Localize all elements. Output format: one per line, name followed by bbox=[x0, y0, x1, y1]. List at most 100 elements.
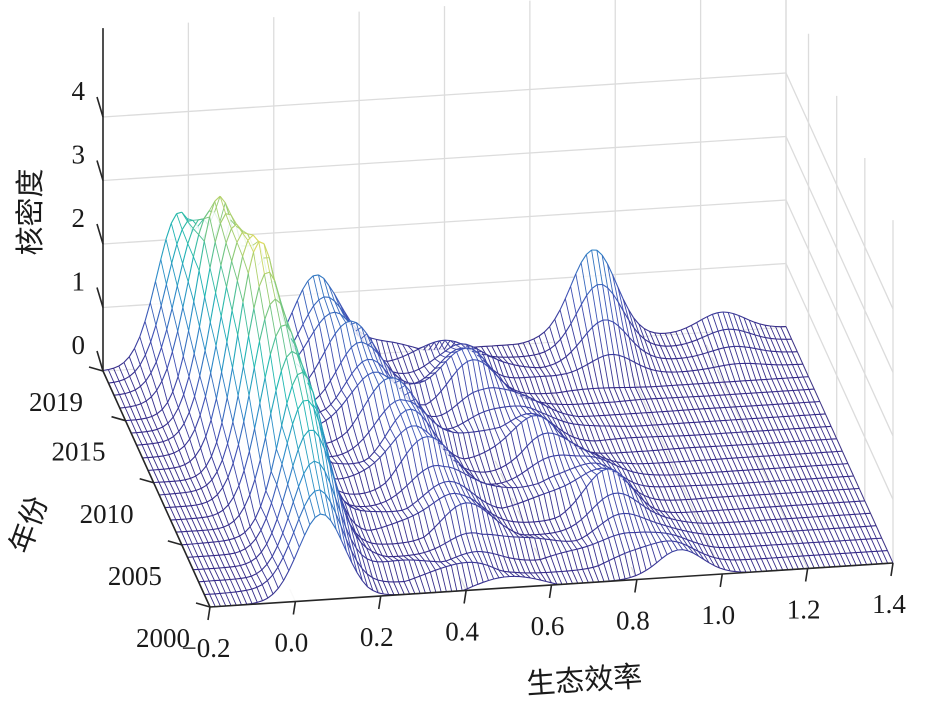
mesh-col-2008-100 bbox=[684, 461, 691, 474]
mesh-col-2005-54 bbox=[459, 484, 466, 497]
mesh-col-2007-82 bbox=[595, 457, 602, 465]
mesh-col-2012-81 bbox=[562, 412, 569, 424]
mesh-row-2017-57 bbox=[413, 368, 420, 373]
mesh-col-2003-124 bbox=[838, 515, 846, 528]
mesh-col-2006-99 bbox=[690, 485, 697, 500]
mesh-row-2017-13 bbox=[182, 243, 189, 264]
mesh-col-2014-127 bbox=[792, 377, 799, 391]
mesh-row-2007-57 bbox=[469, 476, 476, 480]
mesh-row-2006-57 bbox=[475, 495, 482, 500]
mesh-col-2001-7 bbox=[235, 578, 242, 592]
mesh-col-2016-111 bbox=[696, 355, 704, 370]
mesh-col-2005-122 bbox=[816, 491, 824, 504]
mesh-col-2012-100 bbox=[661, 411, 669, 425]
mesh-col-2007-17 bbox=[253, 367, 261, 404]
mesh-col-2005-104 bbox=[722, 496, 729, 510]
mesh-row-2013-40 bbox=[346, 391, 353, 400]
mesh-col-2006-49 bbox=[427, 467, 435, 488]
mesh-col-2014-1 bbox=[130, 420, 137, 433]
mesh-col-2013-57 bbox=[430, 401, 437, 417]
mesh-row-2012-3 bbox=[158, 455, 164, 458]
mesh-col-2017-86 bbox=[560, 339, 567, 357]
mesh-row-2017-68 bbox=[471, 345, 478, 350]
mesh-row-2014-79 bbox=[546, 402, 552, 405]
mesh-col-2010-108 bbox=[715, 433, 722, 447]
mesh-col-2013-4 bbox=[151, 430, 159, 443]
mesh-col-2012-99 bbox=[656, 411, 664, 425]
mesh-col-2013-94 bbox=[624, 400, 632, 414]
mesh-row-2007-71 bbox=[543, 477, 550, 482]
mesh-row-2013-78 bbox=[546, 405, 553, 410]
mesh-col-2013-88 bbox=[593, 403, 600, 416]
mesh-row-2004-39 bbox=[392, 542, 398, 545]
mesh-col-2000-6 bbox=[235, 591, 242, 605]
mesh-col-2010-60 bbox=[462, 432, 470, 459]
mesh-col-2011-44 bbox=[373, 391, 380, 419]
mesh-col-2016-118 bbox=[733, 346, 741, 364]
mesh-col-2012-113 bbox=[730, 407, 737, 420]
mesh-row-2011-4 bbox=[169, 467, 175, 470]
mesh-col-2017-81 bbox=[533, 354, 541, 368]
mesh-row-2017-7 bbox=[150, 361, 157, 374]
mesh-col-2006-92 bbox=[653, 486, 661, 500]
mesh-row-2016-72 bbox=[497, 373, 504, 377]
mesh-col-2007-46 bbox=[406, 453, 413, 481]
mesh-col-2002-111 bbox=[775, 532, 783, 545]
mesh-col-2010-38 bbox=[347, 451, 354, 464]
mesh-row-2008-48 bbox=[416, 437, 423, 442]
mesh-col-2013-93 bbox=[619, 401, 626, 415]
mesh-row-2013-79 bbox=[551, 408, 558, 412]
mesh-col-2018-73 bbox=[486, 346, 493, 357]
mesh-col-2017-63 bbox=[439, 340, 446, 352]
mesh-row-2006-42 bbox=[396, 509, 403, 512]
mesh-row-2009-8 bbox=[201, 484, 207, 489]
mesh-row-2013-63 bbox=[467, 392, 474, 397]
mesh-row-2019-81 bbox=[528, 338, 535, 342]
mesh-col-2004-129 bbox=[859, 501, 866, 514]
mesh-col-2012-61 bbox=[456, 404, 464, 424]
mesh-row-2005-67 bbox=[533, 520, 540, 523]
mesh-col-2016-42 bbox=[334, 312, 342, 327]
mesh-col-2018-11 bbox=[160, 259, 167, 285]
mesh-row-2016-44 bbox=[350, 320, 357, 324]
mesh-col-2014-45 bbox=[361, 341, 369, 360]
mesh-col-2012-101 bbox=[666, 411, 674, 424]
mesh-col-2005-6 bbox=[207, 529, 214, 543]
mesh-col-2012-73 bbox=[519, 393, 527, 407]
mesh-col-2011-81 bbox=[567, 422, 575, 438]
mesh-col-2012-89 bbox=[604, 415, 611, 427]
mesh-col-2009-99 bbox=[673, 448, 680, 462]
mesh-row-2013-80 bbox=[556, 410, 563, 414]
mesh-col-2006-116 bbox=[779, 480, 787, 494]
mesh-col-2008-102 bbox=[694, 460, 702, 474]
mesh-row-2011-86 bbox=[599, 439, 606, 442]
mesh-row-2011-15 bbox=[226, 310, 233, 343]
mesh-col-2017-112 bbox=[696, 339, 704, 355]
mesh-col-2018-81 bbox=[528, 340, 535, 356]
mesh-col-2015-6 bbox=[150, 396, 158, 414]
mesh-row-2019-42 bbox=[323, 277, 330, 286]
mesh-col-2016-125 bbox=[770, 351, 778, 365]
mesh-row-2008-68 bbox=[521, 469, 528, 474]
mesh-row-2016-90 bbox=[592, 358, 599, 362]
mesh-col-2012-40 bbox=[346, 398, 354, 425]
mesh-row-2006-64 bbox=[512, 503, 518, 507]
mesh-row-2019-92 bbox=[586, 249, 592, 255]
mesh-row-2018-95 bbox=[607, 287, 614, 295]
mesh-col-2005-121 bbox=[811, 491, 819, 505]
mesh-col-2006-6 bbox=[201, 517, 209, 531]
mesh-col-2004-109 bbox=[754, 507, 761, 521]
mesh-col-2009-105 bbox=[704, 446, 712, 460]
mesh-row-2016-45 bbox=[355, 322, 362, 328]
mesh-row-2019-111 bbox=[685, 324, 692, 329]
mesh-col-2002-41 bbox=[408, 555, 415, 561]
mesh-col-2008-110 bbox=[736, 457, 744, 471]
mesh-col-2009-65 bbox=[494, 445, 502, 469]
mesh-row-2013-17 bbox=[225, 228, 232, 244]
mesh-col-2001-100 bbox=[723, 547, 731, 560]
mesh-row-2012-42 bbox=[362, 399, 369, 409]
mesh-col-2002-5 bbox=[218, 567, 226, 581]
mesh-row-2007-40 bbox=[380, 500, 387, 504]
mesh-col-2008-118 bbox=[778, 455, 786, 468]
